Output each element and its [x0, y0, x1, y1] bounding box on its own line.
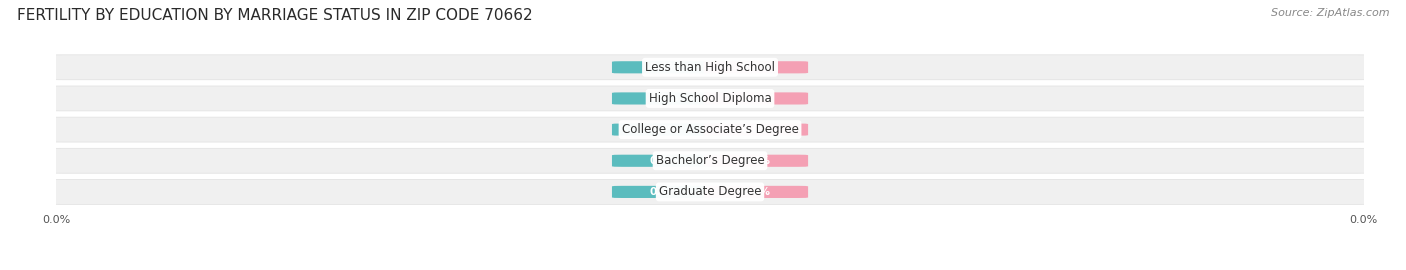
Text: FERTILITY BY EDUCATION BY MARRIAGE STATUS IN ZIP CODE 70662: FERTILITY BY EDUCATION BY MARRIAGE STATU… [17, 8, 533, 23]
FancyBboxPatch shape [703, 92, 808, 104]
Text: 0.0%: 0.0% [741, 62, 770, 72]
FancyBboxPatch shape [37, 148, 1384, 173]
Legend: Married, Unmarried: Married, Unmarried [626, 266, 794, 270]
FancyBboxPatch shape [612, 155, 717, 167]
FancyBboxPatch shape [703, 186, 808, 198]
Text: Graduate Degree: Graduate Degree [659, 185, 761, 198]
FancyBboxPatch shape [612, 92, 717, 104]
Text: Source: ZipAtlas.com: Source: ZipAtlas.com [1271, 8, 1389, 18]
FancyBboxPatch shape [37, 117, 1384, 142]
Text: 0.0%: 0.0% [741, 93, 770, 103]
FancyBboxPatch shape [703, 61, 808, 73]
Text: 0.0%: 0.0% [741, 124, 770, 135]
FancyBboxPatch shape [612, 186, 717, 198]
FancyBboxPatch shape [612, 61, 717, 73]
Text: 0.0%: 0.0% [650, 93, 679, 103]
Text: High School Diploma: High School Diploma [648, 92, 772, 105]
FancyBboxPatch shape [612, 124, 717, 136]
Text: College or Associate’s Degree: College or Associate’s Degree [621, 123, 799, 136]
Text: 0.0%: 0.0% [741, 156, 770, 166]
Text: 0.0%: 0.0% [741, 187, 770, 197]
FancyBboxPatch shape [37, 86, 1384, 111]
FancyBboxPatch shape [703, 124, 808, 136]
Text: 0.0%: 0.0% [650, 156, 679, 166]
FancyBboxPatch shape [37, 55, 1384, 80]
Text: 0.0%: 0.0% [650, 187, 679, 197]
Text: 0.0%: 0.0% [650, 62, 679, 72]
Text: Bachelor’s Degree: Bachelor’s Degree [655, 154, 765, 167]
Text: 0.0%: 0.0% [650, 124, 679, 135]
FancyBboxPatch shape [703, 155, 808, 167]
Text: Less than High School: Less than High School [645, 61, 775, 74]
FancyBboxPatch shape [37, 180, 1384, 204]
